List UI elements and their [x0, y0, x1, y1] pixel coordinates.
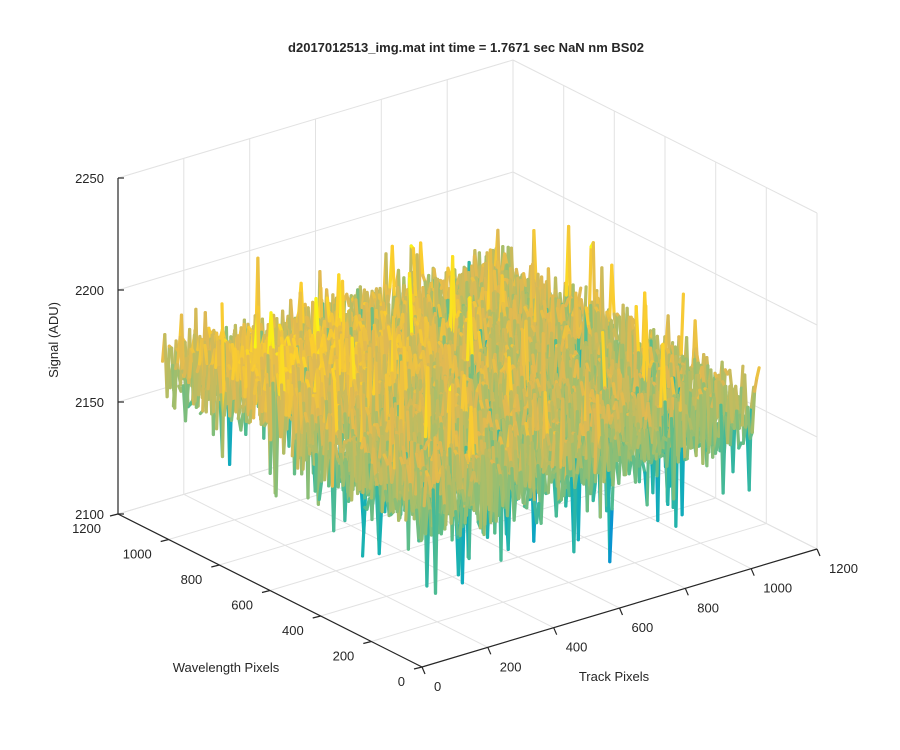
surface-segment: [301, 356, 308, 371]
surface-segment: [217, 366, 223, 397]
surface-segment: [411, 246, 418, 300]
surface-segment: [610, 263, 616, 316]
surface-segment: [314, 393, 320, 411]
surface-segment: [220, 302, 226, 417]
surface-segment: [451, 255, 457, 336]
surface-segment: [395, 297, 401, 322]
surface-segment: [269, 311, 275, 352]
surface-segment: [437, 303, 443, 321]
surface-segment: [419, 241, 425, 277]
surface-segment: [479, 263, 485, 288]
surface-segment: [532, 229, 538, 286]
surface-segment: [280, 344, 286, 395]
surface-segment: [201, 343, 207, 413]
surface-segment: [483, 317, 489, 344]
surface-segment: [193, 370, 199, 403]
surface-segment: [326, 361, 332, 378]
surface-mesh: [161, 224, 761, 595]
surface-segment: [260, 387, 266, 413]
surface-segment: [576, 286, 583, 303]
surface-segment: [503, 290, 509, 310]
surface-segment: [495, 260, 502, 276]
surface-segment: [301, 411, 307, 471]
surface-segment: [439, 343, 446, 358]
surface-segment: [579, 298, 586, 317]
surface-segment: [336, 459, 342, 489]
surface-segment: [404, 350, 411, 365]
surface-segment: [236, 405, 243, 421]
surface-segment: [252, 378, 259, 396]
surface-segment: [211, 365, 218, 414]
floor-grid-y: [320, 497, 716, 617]
surface-segment: [477, 330, 483, 352]
surface-segment: [317, 479, 324, 501]
surface-segment: [314, 297, 320, 335]
side-wall-grid-z: [512, 171, 818, 326]
surface-segment: [447, 344, 453, 372]
surface-segment: [194, 393, 201, 409]
surface-segment: [265, 383, 272, 437]
surface-segment: [397, 334, 403, 351]
surface-segment: [453, 281, 459, 295]
surface-segment: [330, 312, 336, 329]
surface-segment: [310, 334, 317, 357]
surface-segment: [501, 302, 507, 320]
surface-segment: [282, 413, 288, 455]
surface-segment: [319, 415, 325, 449]
surface-segment: [418, 329, 425, 349]
surface-segment: [542, 299, 549, 322]
surface-segment: [222, 388, 229, 417]
surface-segment: [390, 244, 397, 299]
surface-segment: [386, 325, 393, 344]
surface-segment: [328, 345, 334, 365]
surface-segment: [444, 266, 450, 300]
side-wall-grid-z: [512, 59, 818, 214]
surface-segment: [322, 333, 328, 355]
back-wall-grid-z: [117, 59, 514, 179]
floor-grid-y: [371, 523, 767, 642]
surface-segment: [299, 281, 305, 327]
surface-segment: [188, 347, 194, 379]
surface-segment: [629, 315, 636, 333]
surface-segment: [456, 298, 462, 320]
surface-segment: [239, 410, 245, 432]
surface-segment: [452, 315, 459, 352]
surface-segment: [352, 379, 359, 395]
surface-segment: [612, 328, 619, 343]
surface-segment: [333, 443, 340, 461]
surface-segment: [477, 306, 483, 335]
surface-segment: [507, 320, 513, 341]
surface-segment: [171, 366, 178, 408]
surface-segment: [294, 346, 301, 367]
surface-segment: [411, 305, 417, 319]
surface-segment: [407, 276, 414, 336]
back-wall-grid-z: [117, 171, 514, 291]
surface-segment: [584, 306, 591, 328]
surface-segment: [472, 254, 479, 281]
surface-segment: [350, 336, 356, 383]
surface-segment: [183, 376, 190, 423]
surface-segment: [354, 315, 360, 330]
surface-segment: [235, 360, 242, 382]
surface-segment: [240, 345, 247, 368]
surface-segment: [427, 340, 433, 358]
surface-segment: [410, 403, 417, 418]
surface-segment: [178, 335, 184, 373]
surface-segment: [503, 252, 509, 267]
surface-segment: [340, 440, 347, 460]
